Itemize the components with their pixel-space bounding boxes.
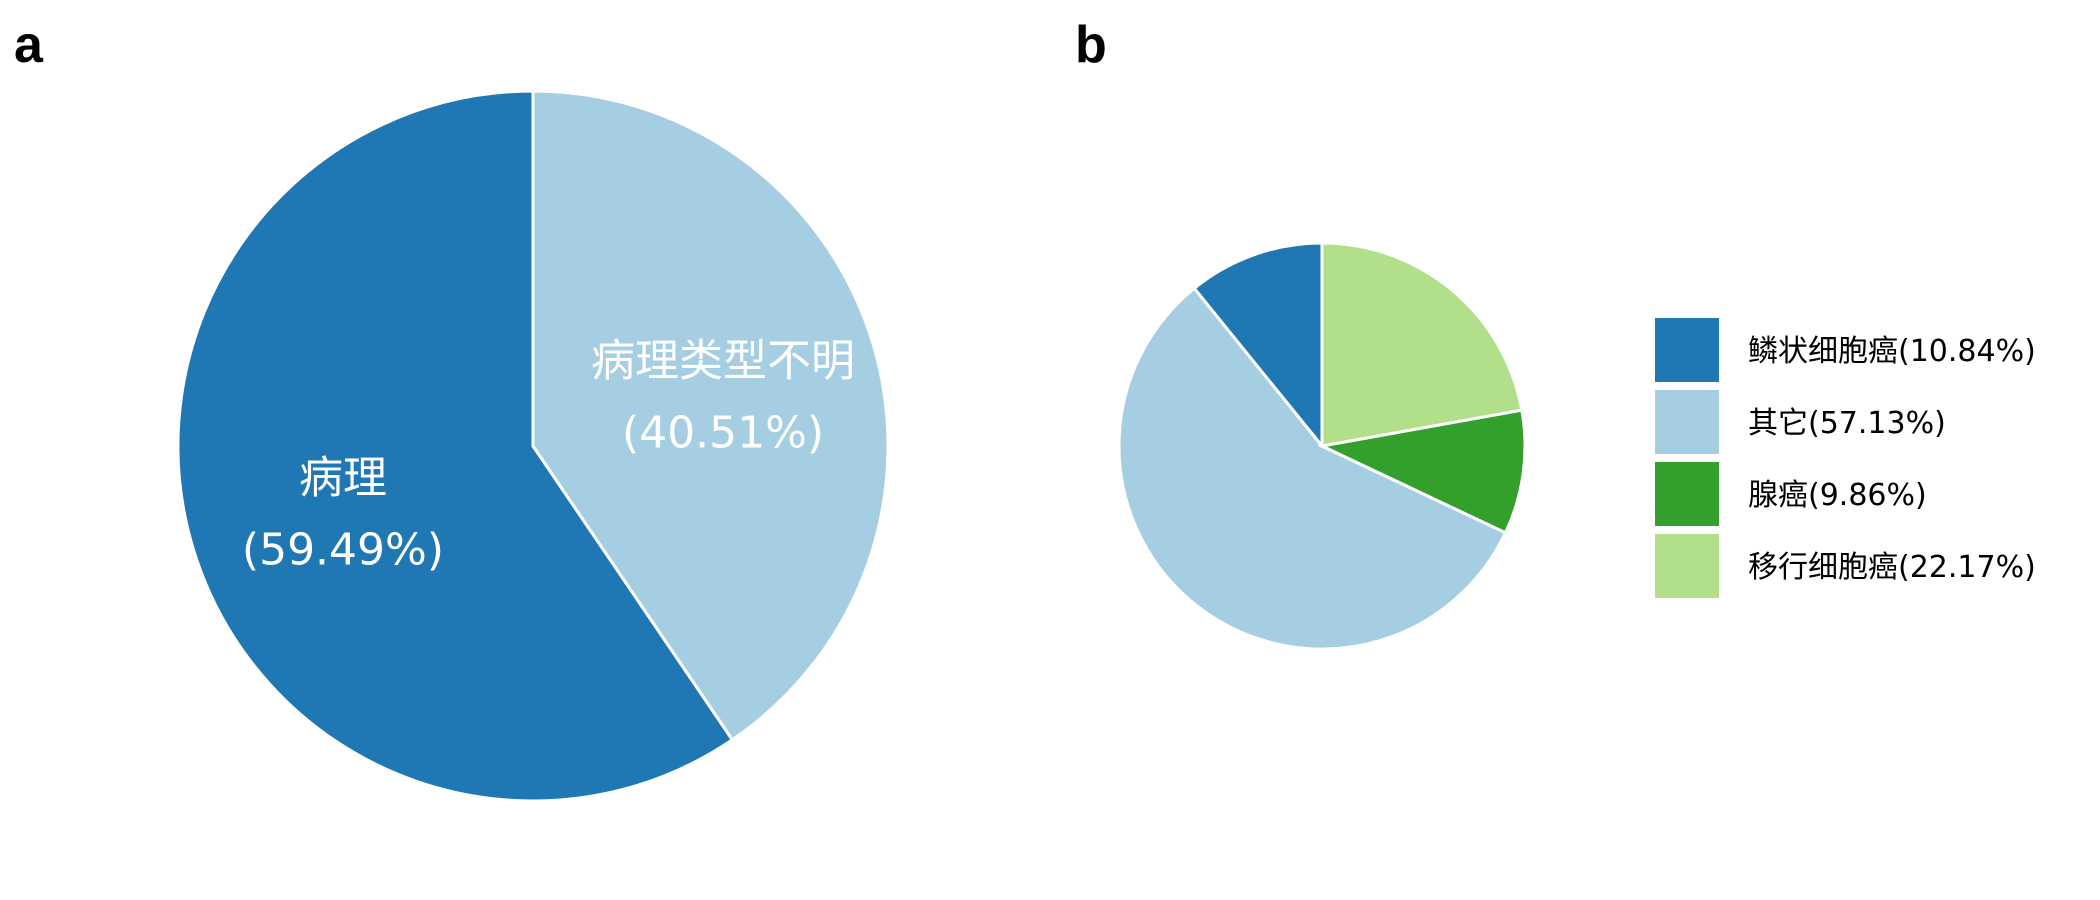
legend-swatch-3 <box>1655 534 1719 598</box>
panel-label-b: b <box>1075 16 1107 74</box>
pie-slice-b-3 <box>1320 241 1524 448</box>
pie-chart-b <box>1117 241 1527 651</box>
legend-b: 鳞状细胞癌(10.84%) 其它(57.13%) 腺癌(9.86%) 移行细胞癌(22… <box>1655 318 2036 598</box>
panel-label-a: a <box>14 16 44 74</box>
pie-chart-a: 病理 (59.49%) 病理类型不明 (40.51%) <box>176 89 890 803</box>
slice-label-a-0: 病理 <box>299 452 387 503</box>
pie-slice-b-2 <box>1317 408 1527 535</box>
legend-label-2: 腺癌(9.86%) <box>1748 478 1927 513</box>
legend-swatch-0 <box>1655 318 1719 382</box>
pie-slice-b-0 <box>1192 241 1324 451</box>
pie-slice-a-0 <box>176 89 735 803</box>
pie-slice-a-1 <box>531 89 890 742</box>
legend-label-3: 移行细胞癌(22.17%) <box>1748 550 2036 585</box>
pie-slice-b-1 <box>1117 286 1508 651</box>
slice-percent-a-1: (40.51%) <box>622 408 824 459</box>
legend-swatch-1 <box>1655 390 1719 454</box>
legend-label-0: 鳞状细胞癌(10.84%) <box>1748 334 2036 369</box>
slice-label-a-1: 病理类型不明 <box>591 336 855 387</box>
legend-label-1: 其它(57.13%) <box>1748 406 1946 441</box>
legend-swatch-2 <box>1655 462 1719 526</box>
slice-percent-a-0: (59.49%) <box>242 524 444 575</box>
